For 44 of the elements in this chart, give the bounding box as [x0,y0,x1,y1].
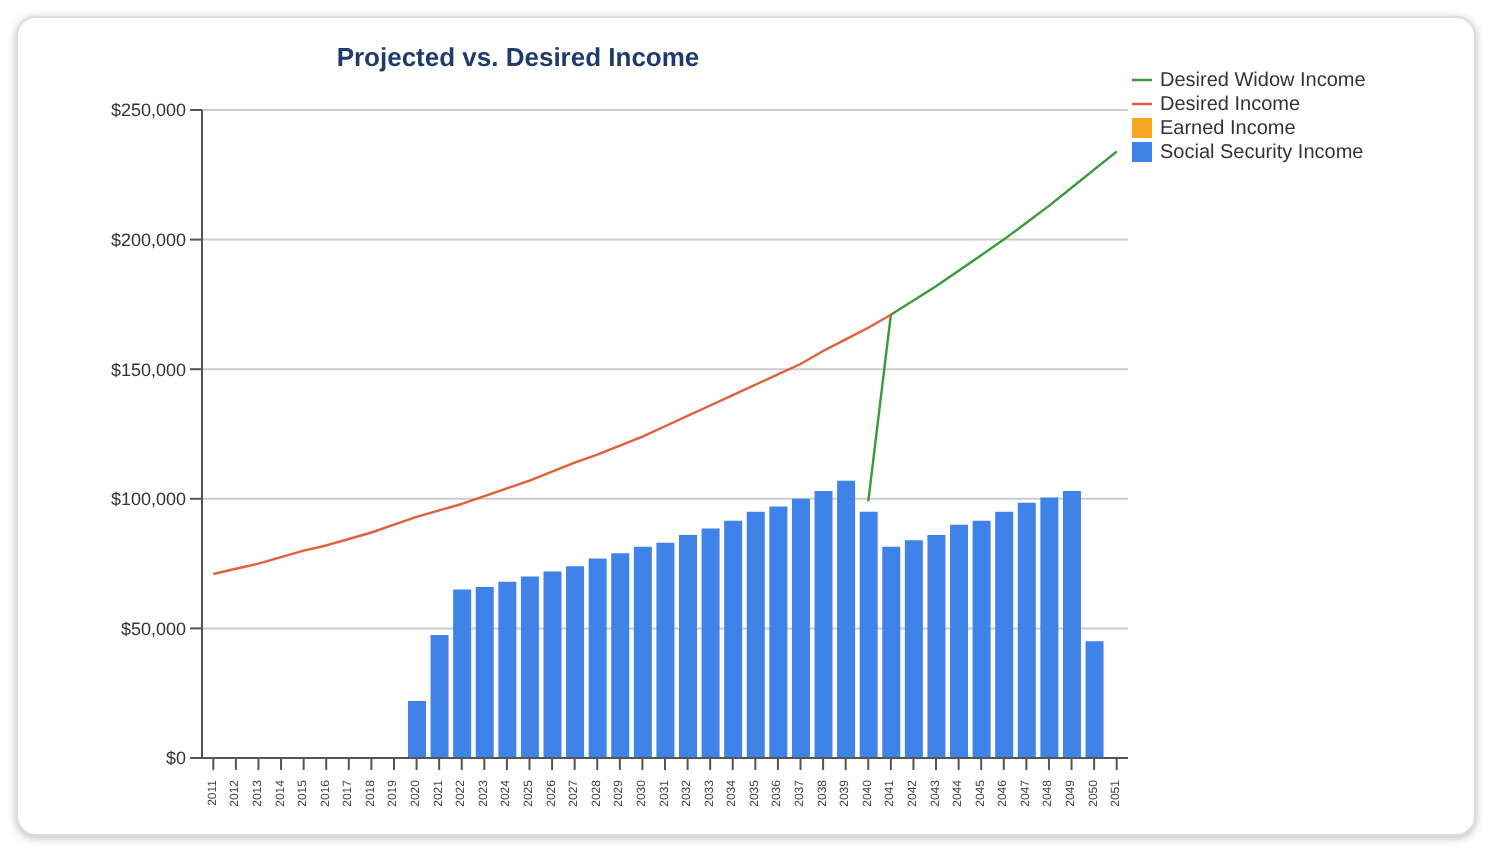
bar [475,586,494,758]
bar [859,511,878,758]
bar [611,553,630,758]
bar [543,571,562,758]
chart-title: Projected vs. Desired Income [334,40,702,76]
y-tick-label: $250,000 [110,100,186,121]
bar [746,511,765,758]
y-tick-label: $200,000 [110,229,186,250]
y-tick-label: $50,000 [120,618,186,639]
bar [950,524,969,758]
bar [837,480,856,758]
bar [769,506,788,758]
bar [1085,641,1104,758]
legend-label: Earned Income [1160,118,1296,140]
bar [407,700,426,758]
bar [679,535,697,758]
bar [430,634,449,758]
bar [633,546,652,758]
y-tick-label: $100,000 [110,489,186,510]
bar [1017,502,1036,758]
legend-label: Desired Income [1160,94,1301,116]
bar [566,566,585,758]
line-series [867,150,1118,503]
bar [453,589,472,758]
bar [701,528,720,758]
bar [1062,491,1081,758]
bar [791,498,810,758]
bar [882,546,901,758]
bar [814,491,833,758]
bar [588,558,607,758]
y-tick-label: $0 [165,748,186,769]
bar [927,535,946,758]
bar [656,542,675,758]
bar [904,540,923,758]
legend-label: Desired Widow Income [1160,70,1366,92]
line-series [212,313,893,576]
bar [972,520,991,758]
bar [724,520,743,758]
legend-label: Social Security Income [1160,142,1364,164]
y-tick-label: $150,000 [110,359,186,380]
bar [1040,497,1059,758]
bar [520,576,539,758]
bar [498,581,517,758]
bar [995,511,1014,758]
